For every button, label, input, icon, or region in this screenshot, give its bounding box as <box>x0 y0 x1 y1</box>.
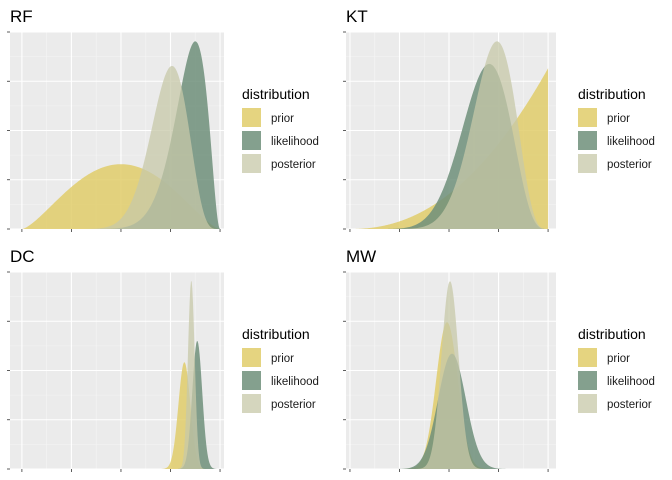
legend-key-prior <box>578 348 597 367</box>
legend: distribution prior likelihood posterior <box>578 86 655 173</box>
legend-label-likelihood: likelihood <box>607 376 655 388</box>
legend-key-prior <box>242 348 261 367</box>
density-area-posterior <box>349 281 549 469</box>
legend-label-prior: prior <box>607 113 630 125</box>
legend-label-likelihood: likelihood <box>271 136 319 148</box>
density-area-prior <box>21 362 221 469</box>
panel-title: RF <box>10 7 33 26</box>
plot-area <box>7 31 224 232</box>
legend-key-likelihood <box>242 131 261 150</box>
plot-area <box>7 271 224 472</box>
plot-area <box>343 31 556 232</box>
legend: distribution prior likelihood posterior <box>242 326 319 413</box>
legend-title: distribution <box>578 326 646 342</box>
density-area-posterior <box>349 41 549 229</box>
panel-title: KT <box>346 7 368 26</box>
plot-area <box>343 271 556 472</box>
panel-dc: DC distribution prior likelihood posteri… <box>7 247 319 472</box>
legend: distribution prior likelihood posterior <box>242 86 319 173</box>
legend-key-likelihood <box>578 371 597 390</box>
panel-mw: MW distribution prior likelihood posteri… <box>343 247 655 472</box>
legend-key-posterior <box>242 394 261 413</box>
legend-key-posterior <box>578 394 597 413</box>
panel-title: MW <box>346 247 376 266</box>
panel-kt: KT distribution prior likelihood posteri… <box>343 7 655 232</box>
legend-key-posterior <box>242 154 261 173</box>
legend-title: distribution <box>242 86 310 102</box>
density-area-likelihood <box>21 341 221 469</box>
legend-key-prior <box>242 108 261 127</box>
legend: distribution prior likelihood posterior <box>578 326 655 413</box>
legend-label-likelihood: likelihood <box>271 376 319 388</box>
legend-title: distribution <box>578 86 646 102</box>
legend-key-likelihood <box>242 371 261 390</box>
legend-key-likelihood <box>578 131 597 150</box>
legend-label-posterior: posterior <box>607 159 652 171</box>
density-area-posterior <box>21 65 221 229</box>
legend-key-posterior <box>578 154 597 173</box>
legend-label-likelihood: likelihood <box>607 136 655 148</box>
legend-label-posterior: posterior <box>607 399 652 411</box>
legend-label-posterior: posterior <box>271 159 316 171</box>
legend-title: distribution <box>242 326 310 342</box>
legend-label-posterior: posterior <box>271 399 316 411</box>
legend-label-prior: prior <box>607 353 630 365</box>
panel-rf: RF distribution prior likelihood posteri… <box>7 7 319 232</box>
legend-key-prior <box>578 108 597 127</box>
panel-title: DC <box>10 247 35 266</box>
legend-label-prior: prior <box>271 353 294 365</box>
legend-label-prior: prior <box>271 113 294 125</box>
